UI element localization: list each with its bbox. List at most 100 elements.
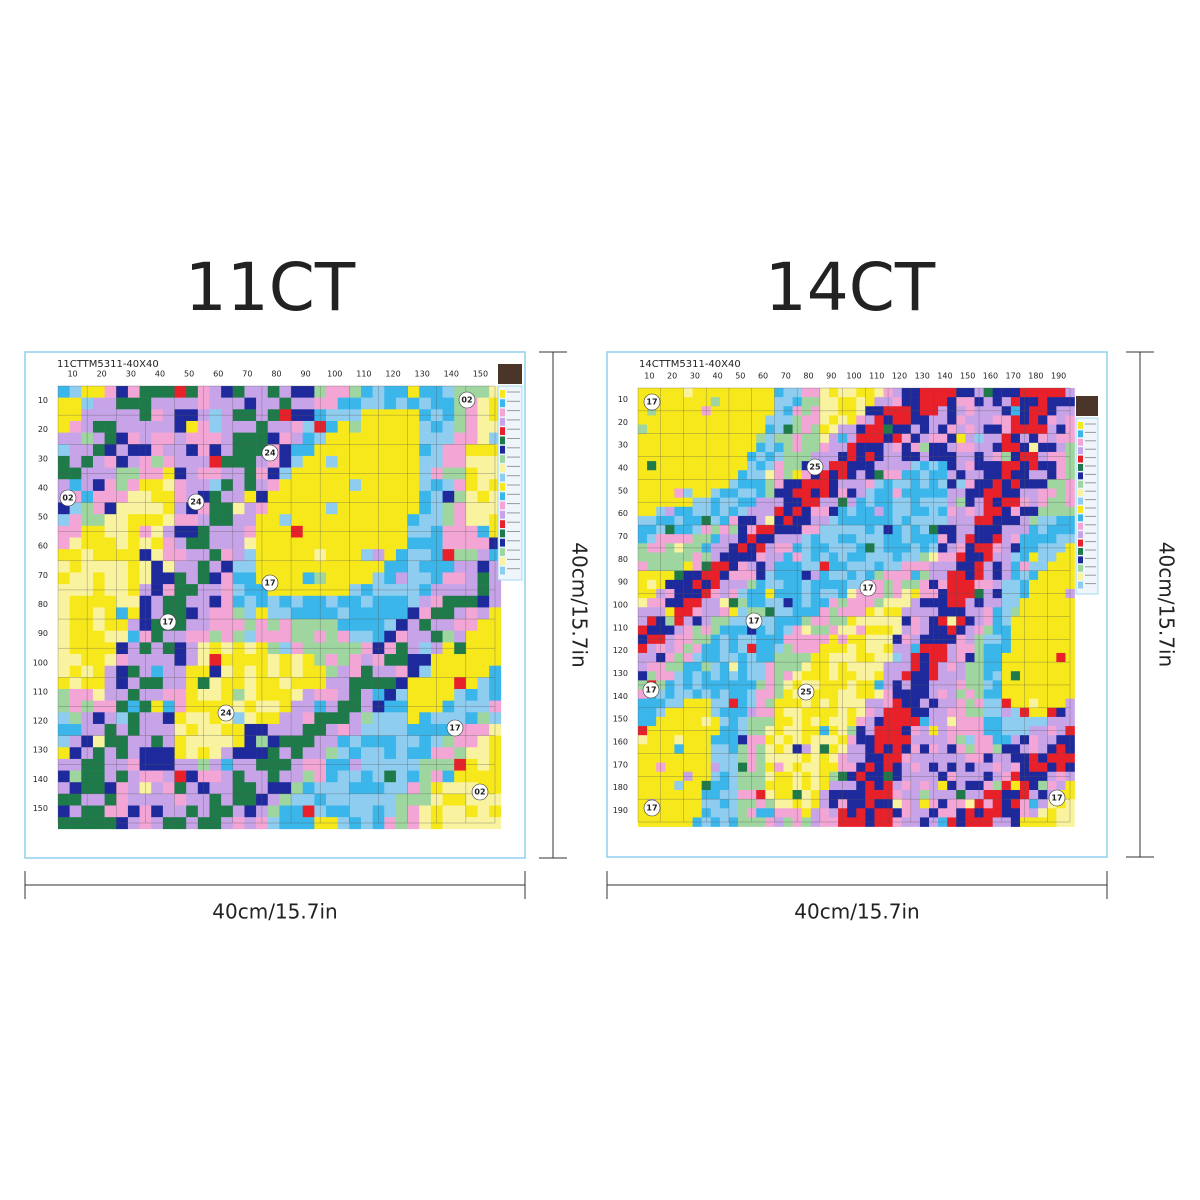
- stitch-cell: [810, 534, 821, 544]
- stitch-cell: [465, 514, 478, 527]
- stitch-cell: [162, 805, 175, 818]
- stitch-cell: [489, 817, 502, 830]
- stitch-cell: [992, 561, 1003, 572]
- stitch-cell: [104, 479, 117, 492]
- stitch-cell: [819, 790, 830, 800]
- stitch-cell: [638, 643, 648, 654]
- stitch-cell: [947, 424, 957, 434]
- stitch-cell: [828, 762, 839, 773]
- stitch-cell: [938, 707, 948, 718]
- stitch-cell: [221, 560, 234, 573]
- pattern-code: 14CTTM5311-40X40: [639, 359, 741, 370]
- stitch-cell: [349, 420, 362, 433]
- stitch-cell: [765, 652, 775, 663]
- stitch-cell: [186, 432, 199, 445]
- stitch-cell: [710, 461, 721, 471]
- stitch-cell: [947, 616, 957, 626]
- stitch-cell: [349, 607, 362, 620]
- legend-swatch: [1078, 497, 1083, 505]
- stitch-cell: [892, 707, 903, 718]
- stitch-cell: [901, 442, 912, 453]
- stitch-cell: [947, 515, 957, 526]
- stitch-cell: [774, 515, 784, 526]
- symbol-badge: [187, 493, 205, 511]
- stitch-cell: [765, 424, 775, 434]
- stitch-cell: [127, 514, 140, 527]
- stitch-cell: [337, 397, 350, 410]
- stitch-cell: [92, 712, 105, 725]
- legend-swatch: [1078, 581, 1083, 589]
- stitch-cell: [874, 762, 884, 773]
- x-tick-label: 120: [385, 370, 400, 379]
- stitch-cell: [947, 799, 957, 809]
- stitch-cell: [719, 652, 730, 663]
- stitch-cell: [162, 432, 175, 445]
- stitch-cell: [186, 723, 199, 736]
- stitch-cell: [847, 570, 857, 581]
- stitch-cell: [801, 552, 812, 562]
- stitch-cell: [947, 625, 957, 635]
- stitch-cell: [384, 607, 397, 620]
- stitch-cell: [710, 616, 721, 626]
- stitch-cell: [104, 549, 117, 562]
- stitch-cell: [774, 470, 784, 480]
- stitch-cell: [674, 479, 684, 489]
- stitch-cell: [710, 388, 721, 398]
- stitch-cell: [719, 515, 730, 526]
- stitch-cell: [728, 652, 739, 663]
- stitch-cell: [856, 790, 866, 800]
- stitch-cell: [1047, 698, 1057, 709]
- symbol-number: 25: [809, 463, 821, 472]
- stitch-cell: [162, 595, 175, 608]
- stitch-cell: [874, 552, 884, 562]
- stitch-cell: [1038, 506, 1048, 517]
- stitch-cell: [1010, 762, 1021, 773]
- stitch-cell: [291, 560, 304, 573]
- stitch-cell: [674, 735, 684, 745]
- stitch-cell: [947, 388, 957, 398]
- stitch-cell: [1029, 433, 1039, 444]
- stitch-cell: [1038, 671, 1048, 681]
- stitch-cell: [302, 677, 315, 690]
- stitch-cell: [674, 780, 684, 791]
- stitch-cell: [665, 415, 675, 425]
- stitch-cell: [874, 698, 884, 709]
- stitch-cell: [801, 753, 812, 763]
- stitch-cell: [279, 386, 292, 398]
- stitch-cell: [349, 782, 362, 795]
- stitch-cell: [692, 625, 702, 635]
- stitch-cell: [992, 415, 1003, 425]
- stitch-cell: [947, 662, 957, 672]
- stitch-cell: [349, 770, 362, 783]
- stitch-cell: [983, 442, 993, 453]
- stitch-cell: [674, 442, 684, 453]
- stitch-cell: [919, 607, 930, 617]
- stitch-cell: [337, 747, 350, 760]
- stitch-cell: [783, 561, 793, 572]
- stitch-cell: [69, 805, 82, 818]
- stitch-cell: [774, 488, 784, 498]
- stitch-cell: [865, 698, 875, 709]
- stitch-cell: [395, 502, 408, 515]
- stitch-cell: [856, 442, 866, 453]
- stitch-cell: [710, 808, 721, 818]
- stitch-cell: [69, 432, 82, 445]
- stitch-cell: [892, 790, 903, 800]
- stitch-cell: [291, 490, 304, 503]
- stitch-cell: [956, 470, 966, 480]
- stitch-cell: [1056, 607, 1066, 617]
- legend-swatch: [1078, 447, 1083, 455]
- stitch-cell: [901, 616, 912, 626]
- stitch-cell: [291, 444, 304, 457]
- stitch-cell: [1056, 744, 1066, 754]
- stitch-cell: [291, 607, 304, 620]
- stitch-cell: [104, 444, 117, 457]
- stitch-cell: [395, 677, 408, 690]
- stitch-cell: [956, 753, 966, 763]
- stitch-cell: [151, 595, 164, 608]
- stitch-cell: [874, 488, 884, 498]
- symbol-badge: [217, 704, 235, 722]
- stitch-cell: [856, 607, 866, 617]
- stitch-cell: [819, 470, 830, 480]
- stitch-cell: [683, 534, 693, 544]
